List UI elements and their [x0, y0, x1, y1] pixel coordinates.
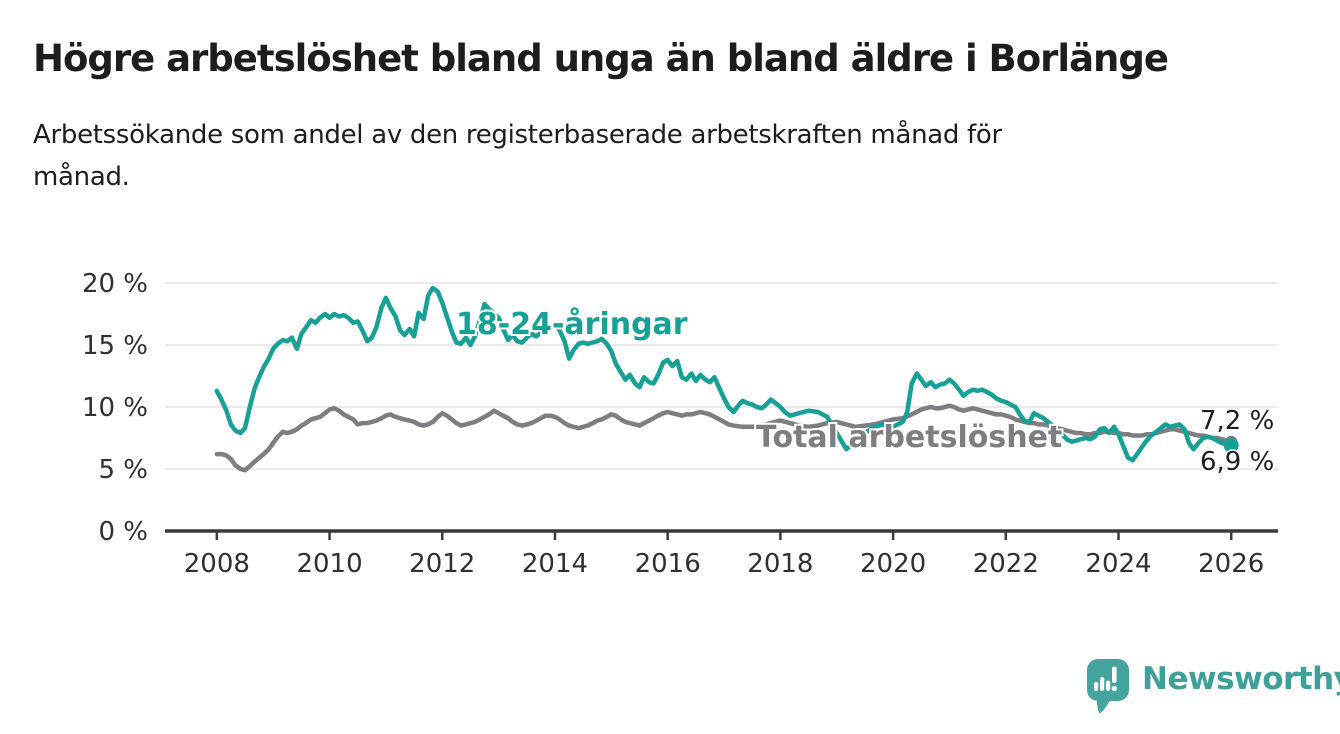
logo-bubble-tail: [1097, 698, 1111, 714]
subtitle-line-1: Arbetssökande som andel av den registerb…: [33, 120, 1002, 150]
newsworthy-wordmark: Newsworthy: [1142, 661, 1340, 697]
logo-exclamation-bar: [1112, 666, 1117, 683]
logo-bar-2: [1100, 677, 1105, 691]
x-tick-label: 2018: [747, 549, 813, 579]
logo-bubble: [1087, 659, 1129, 701]
end-value-label-youth: 6,9 %: [1200, 447, 1274, 477]
logo-bar-1: [1094, 682, 1099, 691]
x-tick-label: 2010: [296, 549, 362, 579]
x-tick-label: 2016: [635, 549, 701, 579]
page-title: Högre arbetslöshet bland unga än bland ä…: [33, 37, 1169, 80]
logo-exclamation-dot: [1111, 685, 1117, 692]
series-line-total: [214, 403, 1234, 473]
end-value-label-total: 7,2 %: [1200, 406, 1274, 436]
x-tick-label: 2020: [860, 549, 926, 579]
newsworthy-logo-icon: [1087, 659, 1129, 714]
chart-header: Högre arbetslöshet bland unga än bland ä…: [33, 36, 1313, 198]
y-tick-label: 0 %: [98, 517, 148, 547]
x-tick-label: 2012: [409, 549, 475, 579]
series-label-total: Total arbetslöshet: [756, 420, 1062, 455]
logo-bar-3: [1106, 680, 1111, 691]
y-tick-label: 20 %: [82, 269, 148, 299]
x-tick-label: 2014: [522, 549, 588, 579]
x-tick-label: 2026: [1198, 549, 1264, 579]
subtitle-line-2: månad.: [33, 162, 130, 192]
y-tick-label: 10 %: [82, 393, 148, 423]
series-line-youth: [214, 285, 1234, 463]
chart-subtitle: Arbetssökande som andel av den registerb…: [33, 114, 1313, 198]
series-end-dot-youth: [1223, 437, 1239, 453]
y-tick-label: 5 %: [98, 455, 148, 485]
y-tick-label: 15 %: [82, 331, 148, 361]
newsworthy-logo: Newsworthy: [1086, 658, 1340, 716]
x-tick-label: 2022: [973, 549, 1039, 579]
x-tick-label: 2024: [1085, 549, 1151, 579]
x-tick-label: 2008: [184, 549, 250, 579]
series-label-youth: 18-24-åringar: [456, 306, 688, 342]
